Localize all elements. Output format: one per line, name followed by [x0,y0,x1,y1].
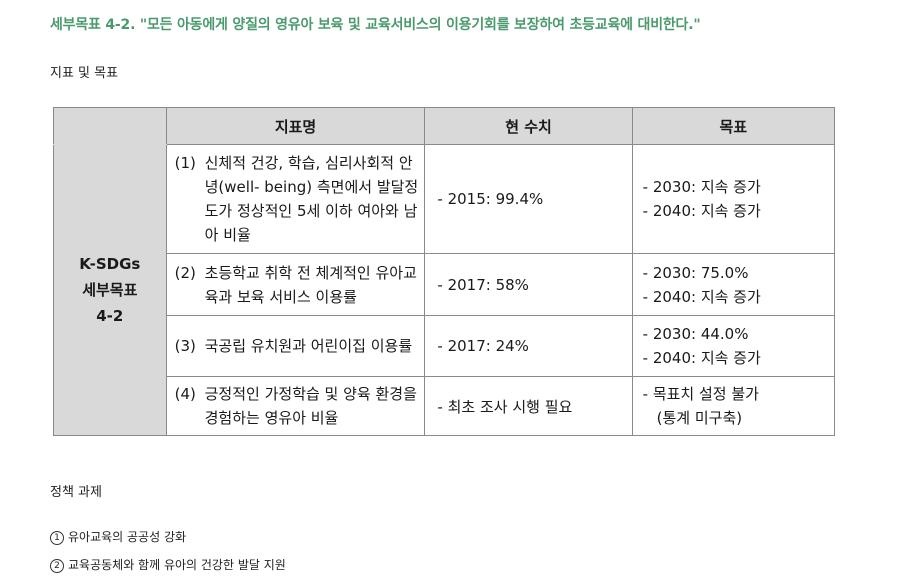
indicator-name-cell: (4) 긍정적인 가정학습 및 양육 환경을 경험하는 영유아 비율 [165,376,426,436]
header-target: 목표 [631,107,836,145]
header-indicator-name: 지표명 [165,107,426,145]
target-line: - 2040: 지속 증가 [642,202,761,220]
section-heading: 세부목표 4-2. "모든 아동에게 양질의 영유아 보육 및 교육서비스의 이… [50,17,701,33]
row-group-label-line: 세부목표 [82,281,138,299]
indicator-name-cell: (3) 국공립 유치원과 어린이집 이용률 [165,315,426,377]
table-row: (2) 초등학교 취학 전 체계적인 유아교육과 보육 서비스 이용률 - 20… [54,253,836,316]
indicator-name-cell: (1) 신체적 건강, 학습, 심리사회적 안녕(well- being) 측면… [165,144,426,254]
policy-task-item: 2 교육공동체와 함께 유아의 건강한 발달 지원 [50,556,286,573]
circled-number-icon: 2 [50,559,64,573]
policy-tasks-heading: 정책 과제 [50,485,102,500]
policy-task-text: 유아교육의 공공성 강화 [68,530,187,544]
indicator-name: 초등학교 취학 전 체계적인 유아교육과 보육 서비스 이용률 [204,263,417,306]
indicator-name: 신체적 건강, 학습, 심리사회적 안녕(well- being) 측면에서 발… [204,154,419,244]
row-group-label: K-SDGs 세부목표 4-2 [53,144,167,436]
table-corner-cell [53,107,167,145]
target-line: - 2030: 75.0% [642,263,749,282]
indicator-number: (4) [174,385,196,403]
policy-task-item: 1 유아교육의 공공성 강화 [50,528,186,545]
target-line: - 2040: 지속 증가 [642,349,761,367]
current-value-cell: - 2015: 99.4% [424,144,633,254]
target-line: - 2030: 44.0% [642,325,749,343]
indicator-number: (3) [174,337,196,355]
target-line: - 목표치 설정 불가 [642,385,759,403]
target-cell: - 목표치 설정 불가 (통계 미구축) [631,376,836,436]
current-value-cell: - 최초 조사 시행 필요 [424,376,633,436]
indicator-name: 국공립 유치원과 어린이집 이용률 [204,337,413,355]
target-line: - 2040: 지속 증가 [642,287,761,306]
target-cell: - 2030: 지속 증가 - 2040: 지속 증가 [631,144,836,254]
indicator-number: (2) [174,263,196,282]
target-line: (통계 미구축) [656,409,743,427]
indicator-name-cell: (2) 초등학교 취학 전 체계적인 유아교육과 보육 서비스 이용률 [165,253,426,316]
indicators-subheading: 지표 및 목표 [50,66,119,81]
table-row: K-SDGs 세부목표 4-2 (1) 신체적 건강, 학습, 심리사회적 안녕… [53,144,836,436]
indicator-table: 지표명 현 수치 목표 K-SDGs 세부목표 4-2 (1) 신체적 건강, … [53,107,836,436]
current-value-cell: - 2017: 58% [424,253,633,316]
row-group-label-line: K-SDGs [79,255,141,273]
target-cell: - 2030: 75.0% - 2040: 지속 증가 [631,253,836,316]
row-group-label-line: 4-2 [96,307,124,325]
target-line: - 2030: 지속 증가 [642,178,761,196]
indicator-name: 긍정적인 가정학습 및 양육 환경을 경험하는 영유아 비율 [204,385,417,427]
table-row: (4) 긍정적인 가정학습 및 양육 환경을 경험하는 영유아 비율 - 최초 … [54,376,836,436]
table-header-row: 지표명 현 수치 목표 [53,107,836,145]
circled-number-icon: 1 [50,531,64,545]
target-cell: - 2030: 44.0% - 2040: 지속 증가 [631,315,836,377]
table-row: (3) 국공립 유치원과 어린이집 이용률 - 2017: 24% - 2030… [54,315,836,377]
header-current-value: 현 수치 [424,107,633,145]
current-value-cell: - 2017: 24% [424,315,633,377]
indicator-number: (1) [174,154,196,172]
policy-task-text: 교육공동체와 함께 유아의 건강한 발달 지원 [68,558,286,572]
